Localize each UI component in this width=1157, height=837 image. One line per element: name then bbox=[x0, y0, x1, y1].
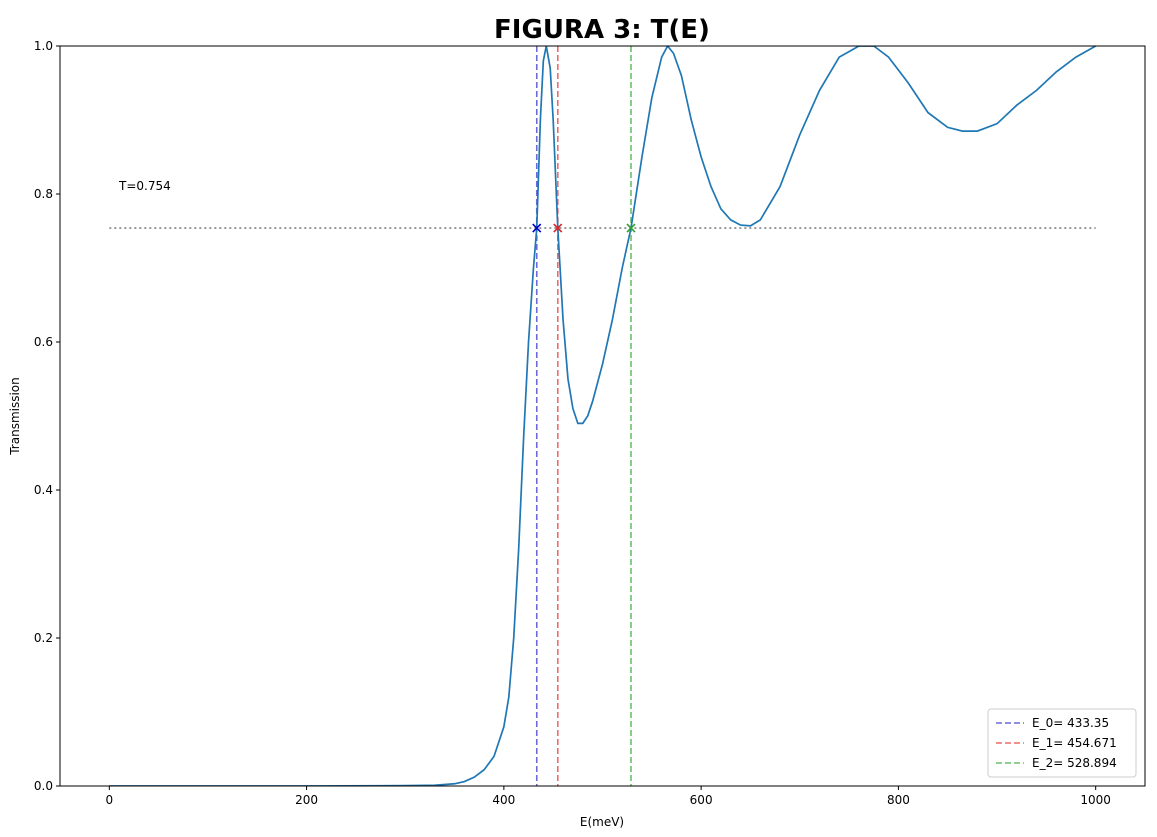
marker-E_0 bbox=[532, 223, 542, 233]
threshold-label: T=0.754 bbox=[118, 179, 171, 193]
x-tick-label-0: 0 bbox=[105, 793, 113, 807]
legend-label-2: E_2= 528.894 bbox=[1032, 756, 1117, 770]
x-axis-label: E(meV) bbox=[580, 815, 624, 829]
series-line-0 bbox=[109, 46, 1097, 786]
legend-box bbox=[987, 708, 1137, 778]
x-tick-label-4: 800 bbox=[887, 793, 910, 807]
marker-E_2 bbox=[626, 223, 636, 233]
y-tick-label-1: 0.2 bbox=[34, 631, 53, 645]
plot-area: 0 200 400 600 800 1000 0.0 0.2 0.4 0.6 0.8 1.0 bbox=[34, 39, 1146, 807]
marker-E_1 bbox=[553, 223, 563, 233]
marker-E_0-stroke-b bbox=[532, 223, 542, 233]
axes-frame bbox=[59, 45, 1146, 787]
y-axis-label: Transmission bbox=[8, 377, 22, 456]
legend: E_0= 433.35 E_1= 454.671 E_2= 528.894 bbox=[987, 708, 1137, 778]
x-tick-label-3: 600 bbox=[690, 793, 713, 807]
legend-label-0: E_0= 433.35 bbox=[1032, 716, 1109, 730]
y-tick-label-5: 1.0 bbox=[34, 39, 53, 53]
legend-label-1: E_1= 454.671 bbox=[1032, 736, 1117, 750]
x-tick-label-5: 1000 bbox=[1080, 793, 1111, 807]
x-tick-label-1: 200 bbox=[295, 793, 318, 807]
y-tick-label-0: 0.0 bbox=[34, 779, 53, 793]
y-tick-label-3: 0.6 bbox=[34, 335, 53, 349]
marker-E_2-stroke-b bbox=[626, 223, 636, 233]
y-tick-label-2: 0.4 bbox=[34, 483, 53, 497]
x-tick-label-2: 400 bbox=[492, 793, 515, 807]
y-tick-label-4: 0.8 bbox=[34, 187, 53, 201]
chart-title: FIGURA 3: T(E) bbox=[494, 15, 710, 45]
marker-E_1-stroke-b bbox=[553, 223, 563, 233]
